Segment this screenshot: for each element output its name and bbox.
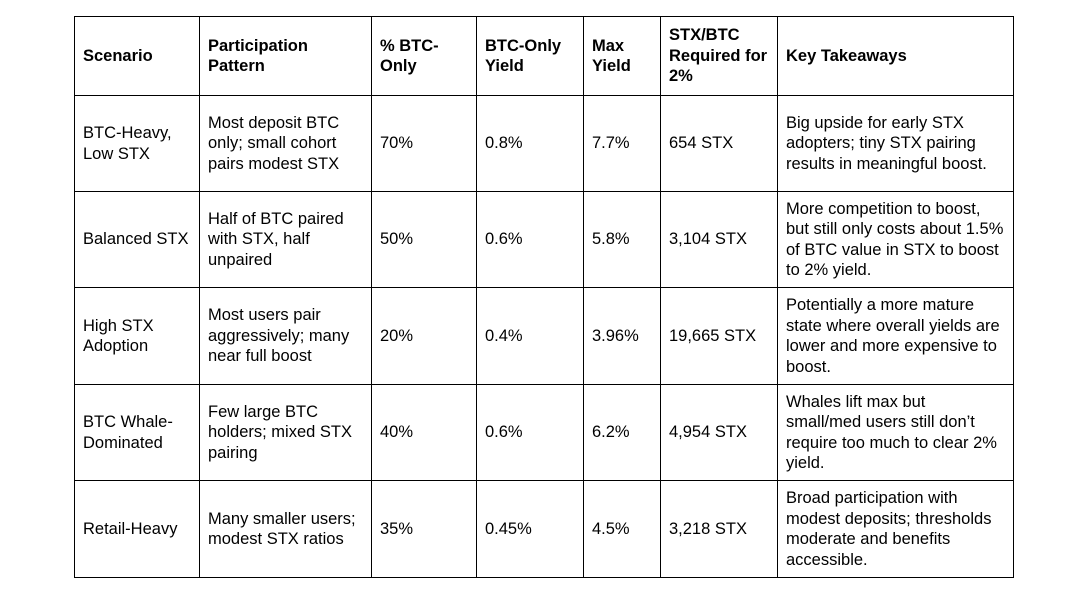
cell-btc-only-yield: 0.45% (476, 480, 584, 578)
cell-btc-only-percent: 40% (371, 384, 477, 481)
cell-max-yield: 5.8% (583, 191, 661, 288)
cell-scenario: Retail-Heavy (74, 480, 200, 578)
table-header: Scenario Participation Pattern % BTC-Onl… (74, 16, 1014, 96)
cell-scenario: BTC Whale-Dominated (74, 384, 200, 481)
table-row: Balanced STX Half of BTC paired with STX… (74, 191, 1014, 288)
scenario-table: Scenario Participation Pattern % BTC-Onl… (74, 16, 1014, 578)
table-row: High STX Adoption Most users pair aggres… (74, 287, 1014, 385)
cell-btc-only-yield: 0.6% (476, 384, 584, 481)
cell-stx-required: 3,104 STX (660, 191, 778, 288)
header-scenario: Scenario (74, 16, 200, 96)
table-body: BTC-Heavy, Low STX Most deposit BTC only… (74, 95, 1014, 578)
cell-takeaway: Whales lift max but small/med users stil… (777, 384, 1014, 481)
cell-scenario: BTC-Heavy, Low STX (74, 95, 200, 192)
cell-takeaway: Broad participation with modest deposits… (777, 480, 1014, 578)
cell-btc-only-percent: 70% (371, 95, 477, 192)
cell-stx-required: 4,954 STX (660, 384, 778, 481)
header-btc-only-percent: % BTC-Only (371, 16, 477, 96)
cell-takeaway: Big upside for early STX adopters; tiny … (777, 95, 1014, 192)
cell-pattern: Most users pair aggressively; many near … (199, 287, 372, 385)
cell-max-yield: 7.7% (583, 95, 661, 192)
header-key-takeaways: Key Takeaways (777, 16, 1014, 96)
cell-pattern: Few large BTC holders; mixed STX pairing (199, 384, 372, 481)
cell-max-yield: 6.2% (583, 384, 661, 481)
table-row: BTC Whale-Dominated Few large BTC holder… (74, 384, 1014, 481)
cell-btc-only-yield: 0.6% (476, 191, 584, 288)
cell-pattern: Many smaller users; modest STX ratios (199, 480, 372, 578)
header-row: Scenario Participation Pattern % BTC-Onl… (74, 16, 1014, 96)
cell-btc-only-percent: 20% (371, 287, 477, 385)
cell-btc-only-yield: 0.4% (476, 287, 584, 385)
cell-takeaway: More competition to boost, but still onl… (777, 191, 1014, 288)
cell-btc-only-percent: 35% (371, 480, 477, 578)
header-stx-btc-required: STX/BTC Required for 2% (660, 16, 778, 96)
header-max-yield: Max Yield (583, 16, 661, 96)
cell-stx-required: 654 STX (660, 95, 778, 192)
header-btc-only-yield: BTC-Only Yield (476, 16, 584, 96)
cell-btc-only-yield: 0.8% (476, 95, 584, 192)
cell-scenario: Balanced STX (74, 191, 200, 288)
cell-max-yield: 3.96% (583, 287, 661, 385)
table-row: Retail-Heavy Many smaller users; modest … (74, 480, 1014, 578)
cell-max-yield: 4.5% (583, 480, 661, 578)
cell-btc-only-percent: 50% (371, 191, 477, 288)
cell-scenario: High STX Adoption (74, 287, 200, 385)
table-row: BTC-Heavy, Low STX Most deposit BTC only… (74, 95, 1014, 192)
cell-stx-required: 19,665 STX (660, 287, 778, 385)
cell-pattern: Half of BTC paired with STX, half unpair… (199, 191, 372, 288)
cell-takeaway: Potentially a more mature state where ov… (777, 287, 1014, 385)
cell-stx-required: 3,218 STX (660, 480, 778, 578)
header-participation-pattern: Participation Pattern (199, 16, 372, 96)
cell-pattern: Most deposit BTC only; small cohort pair… (199, 95, 372, 192)
